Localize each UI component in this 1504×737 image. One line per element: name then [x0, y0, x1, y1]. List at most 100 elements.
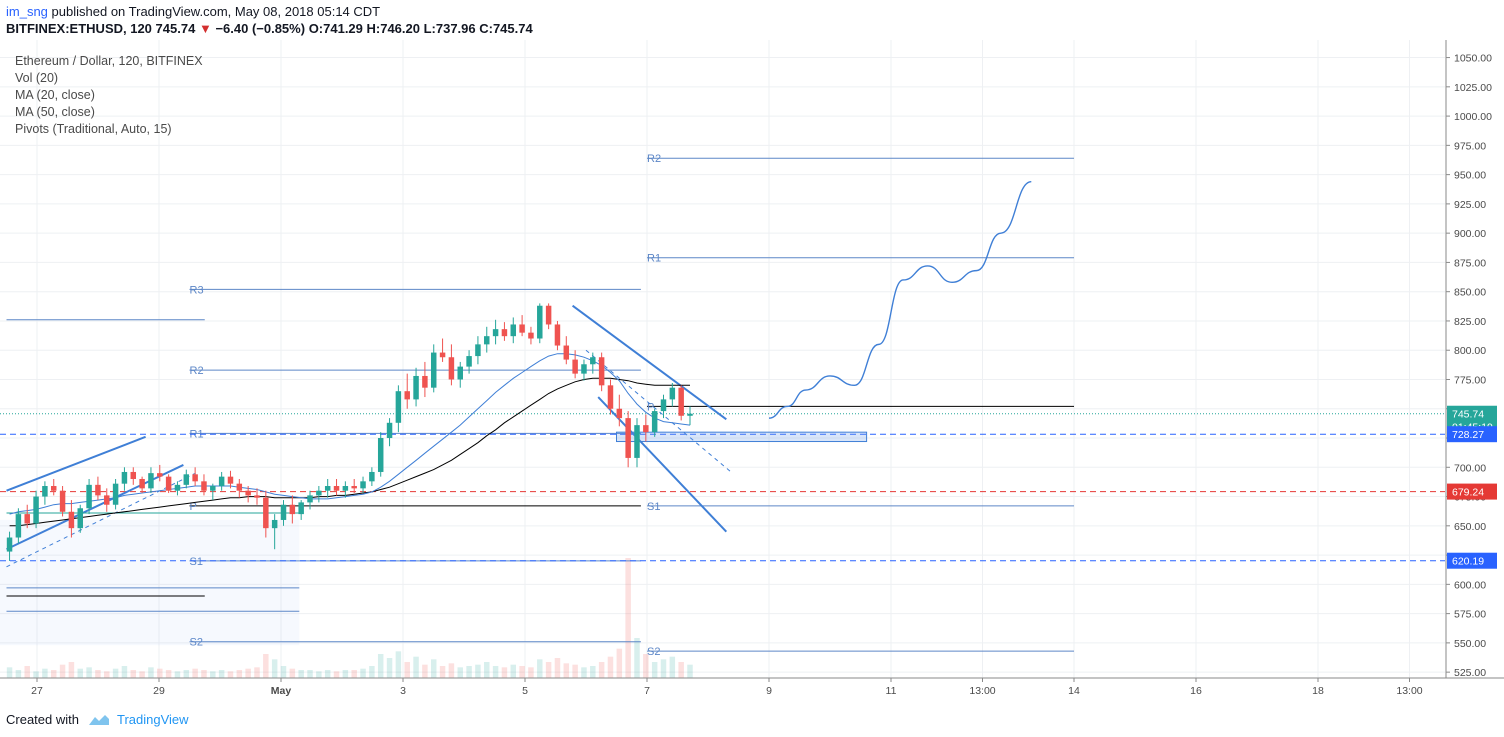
volume-bar: [121, 666, 128, 678]
volume-bar: [528, 667, 534, 678]
volume-bar: [33, 671, 39, 678]
pivot-label: R1: [190, 428, 204, 440]
candle-body: [377, 438, 384, 472]
price-badge: [1447, 552, 1497, 569]
candle-body: [298, 502, 304, 515]
candle-body: [484, 336, 490, 345]
volume-bar: [59, 664, 66, 678]
x-tick-label: 3: [400, 685, 406, 697]
legend-symbol[interactable]: Ethereum / Dollar, 120, BITFINEX: [15, 54, 203, 68]
author-link[interactable]: im_sng: [6, 4, 48, 19]
candle-body: [104, 495, 110, 505]
axes: 525.00550.00575.00600.00650.00675.00700.…: [0, 40, 1504, 697]
candle-body: [369, 471, 375, 482]
volume-bar: [6, 667, 13, 678]
candle-body: [422, 375, 428, 388]
pivot-label: S1: [647, 501, 660, 513]
y-tick-label: 600.00: [1454, 579, 1486, 591]
volume-bar: [342, 670, 349, 678]
candle-body: [130, 471, 137, 479]
candle-body: [68, 511, 75, 529]
candle-body: [501, 329, 508, 337]
candle-body: [492, 329, 499, 337]
pivot-label: R1: [647, 253, 661, 265]
channel-line-mid: [6, 472, 196, 568]
volume-bar: [148, 667, 154, 678]
falling-wedge-upper: [571, 304, 727, 421]
volume-bar: [643, 654, 649, 678]
volume-bar: [68, 662, 75, 678]
candle-body: [537, 305, 543, 339]
y-tick-label: 950.00: [1454, 170, 1486, 182]
price-badge: [1447, 405, 1497, 422]
volume-bar: [333, 671, 340, 678]
price-badge-label: 679.24: [1452, 487, 1484, 499]
volume-bar: [280, 666, 287, 678]
candle-body: [528, 332, 534, 339]
volume-bar: [439, 666, 446, 678]
x-tick-label: 7: [644, 685, 650, 697]
y-tick-label: 550.00: [1454, 638, 1486, 650]
candle-body: [563, 345, 570, 360]
volume-bar: [554, 658, 561, 678]
y-tick-label: 775.00: [1454, 374, 1486, 386]
volume-bar: [616, 648, 623, 678]
candle-body: [687, 413, 693, 416]
volume-bar: [50, 670, 57, 678]
legend-volume[interactable]: Vol (20): [15, 71, 58, 85]
candle-body: [174, 484, 181, 491]
indicator-legend: Ethereum / Dollar, 120, BITFINEX Vol (20…: [15, 54, 203, 136]
volume-bar: [324, 670, 331, 678]
legend-ma50[interactable]: MA (50, close): [15, 105, 95, 119]
volume-bar: [95, 670, 101, 678]
volume-bar: [475, 664, 481, 678]
volume-bar: [360, 668, 366, 678]
price-change: −6.40 (−0.85%): [215, 21, 306, 36]
volume-bar: [227, 671, 234, 678]
volume-bar: [501, 667, 508, 678]
created-with: Created with: [6, 712, 79, 727]
candle-body: [112, 483, 119, 505]
volume-bar: [104, 671, 110, 678]
legend-ma20[interactable]: MA (20, close): [15, 88, 95, 102]
tradingview-logo-icon: [88, 715, 109, 725]
candle-body: [245, 490, 251, 496]
volume-bar: [201, 670, 207, 678]
candle-body: [413, 375, 419, 400]
tradingview-link[interactable]: TradingView: [116, 712, 189, 727]
volume-bar: [263, 654, 269, 678]
candle-body: [545, 305, 552, 325]
candle-body: [33, 496, 39, 524]
candle-body: [192, 474, 198, 482]
volume-bar: [484, 662, 490, 678]
candle-body: [24, 514, 30, 524]
candle-body: [333, 486, 340, 491]
candle-body: [218, 476, 225, 487]
volume-bar: [430, 659, 437, 678]
volume-bar: [24, 666, 30, 678]
volume-bar: [457, 667, 463, 678]
price-chart[interactable]: R3 R2 R1 P S1 S2 R2 R1 P S1 S2 525.00 550.00 575.00 6…: [0, 40, 1504, 700]
moving-averages: [9, 353, 691, 527]
chart-area[interactable]: R3 R2 R1 P S1 S2 R2 R1 P S1 S2 525.00 550.00 575.00 6…: [0, 40, 1504, 700]
candle-body: [678, 387, 684, 416]
volume-bar: [236, 670, 243, 678]
ma50-line: [9, 377, 690, 527]
volume-bar: [510, 664, 517, 678]
price-badge-label: 728.27: [1452, 429, 1484, 441]
x-tick-label: 16: [1190, 685, 1202, 697]
candle-body: [430, 352, 437, 388]
x-tick-label: 13:00: [1396, 685, 1422, 697]
volume-bar: [537, 659, 543, 678]
volume-bar: [492, 666, 499, 678]
y-tick-label: 925.00: [1454, 199, 1486, 211]
candle-body: [307, 495, 313, 503]
symbol-label: BITFINEX:ETHUSD, 120: [6, 21, 152, 36]
y-tick-label: 1025.00: [1454, 82, 1492, 94]
publish-line: im_sng published on TradingView.com, May…: [6, 3, 533, 20]
candle-body: [121, 471, 128, 484]
volume-bar: [678, 662, 684, 678]
volume-bar: [307, 670, 313, 678]
legend-pivots[interactable]: Pivots (Traditional, Auto, 15): [15, 122, 172, 136]
candle-body: [50, 486, 57, 491]
